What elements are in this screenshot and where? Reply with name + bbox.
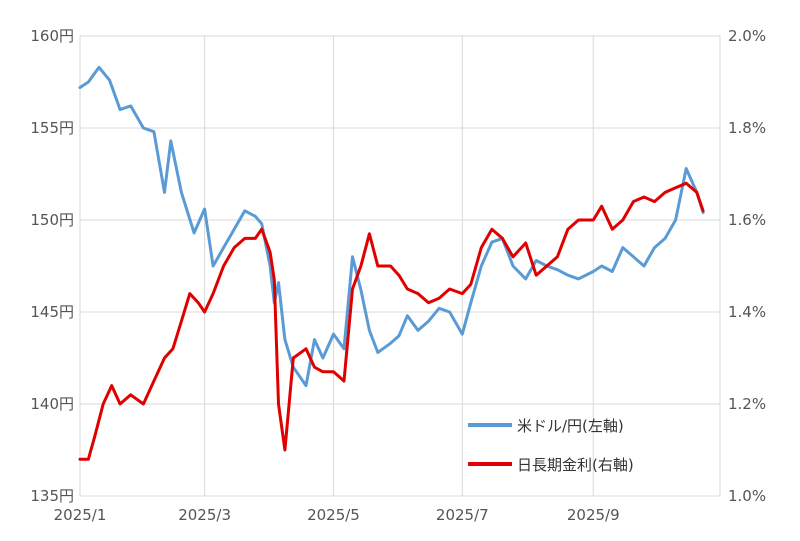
right-tick-label: 1.2%: [728, 395, 766, 413]
jgb-yield-line: [78, 181, 705, 461]
left-tick-label: 135円: [30, 487, 74, 505]
right-axis: 1.0% 1.2% 1.4% 1.6% 1.8% 2.0%: [728, 27, 766, 505]
right-tick-label: 1.0%: [728, 487, 766, 505]
legend: 米ドル/円(左軸) 日長期金利(右軸): [468, 417, 634, 474]
left-tick-label: 145円: [30, 303, 74, 321]
x-axis: 2025/1 2025/3 2025/5 2025/7 2025/9: [54, 506, 620, 524]
left-tick-label: 155円: [30, 119, 74, 137]
left-axis: 135円 140円 145円 150円 155円 160円: [30, 27, 74, 505]
x-tick-label: 2025/3: [178, 506, 231, 524]
right-tick-label: 1.6%: [728, 211, 766, 229]
left-tick-label: 150円: [30, 211, 74, 229]
x-tick-label: 2025/9: [567, 506, 620, 524]
left-tick-label: 140円: [30, 395, 74, 413]
series-layer: [78, 65, 705, 461]
usdjpy-line: [78, 65, 705, 388]
right-tick-label: 1.4%: [728, 303, 766, 321]
left-tick-label: 160円: [30, 27, 74, 45]
grid-layer: [79, 35, 721, 497]
right-tick-label: 2.0%: [728, 27, 766, 45]
x-tick-label: 2025/5: [307, 506, 360, 524]
x-tick-label: 2025/7: [436, 506, 489, 524]
legend-label-usdjpy: 米ドル/円(左軸): [517, 417, 624, 435]
right-tick-label: 1.8%: [728, 119, 766, 137]
legend-label-jgb: 日長期金利(右軸): [517, 456, 634, 474]
x-tick-label: 2025/1: [54, 506, 107, 524]
